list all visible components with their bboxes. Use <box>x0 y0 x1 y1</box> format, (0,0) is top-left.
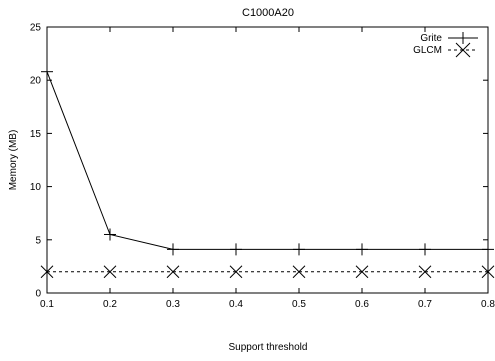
data-point-glcm <box>292 265 306 279</box>
x-tick-label: 0.4 <box>229 299 243 310</box>
data-point-grite <box>167 243 179 256</box>
x-tick-label: 0.8 <box>481 299 495 310</box>
y-tick-label: 10 <box>30 182 42 193</box>
x-tick-label: 0.2 <box>103 299 117 310</box>
data-point-grite <box>230 243 242 256</box>
series-layer <box>40 65 495 279</box>
x-tick-label: 0.6 <box>355 299 369 310</box>
data-point-glcm <box>229 265 243 279</box>
chart-title: C1000A20 <box>242 7 294 19</box>
data-point-glcm <box>103 265 117 279</box>
data-point-grite <box>419 243 431 256</box>
x-tick-label: 0.7 <box>418 299 432 310</box>
data-point-grite <box>482 243 494 256</box>
x-tick-label: 0.5 <box>292 299 306 310</box>
y-axis: 0 5 10 15 20 25 <box>30 23 488 300</box>
legend-label-grite: Grite <box>420 33 442 44</box>
y-tick-label: 5 <box>35 235 41 246</box>
x-axis-label: Support threshold <box>229 342 308 353</box>
data-point-glcm <box>166 265 180 279</box>
legend-marker-glcm <box>455 42 471 58</box>
data-point-glcm <box>40 265 54 279</box>
legend: Grite GLCM <box>413 32 478 58</box>
legend-marker-grite <box>457 32 469 44</box>
data-point-grite <box>41 65 53 78</box>
data-point-glcm <box>418 265 432 279</box>
legend-label-glcm: GLCM <box>413 45 442 56</box>
y-tick-label: 20 <box>30 76 42 87</box>
y-tick-label: 15 <box>30 129 42 140</box>
data-point-grite <box>104 228 116 241</box>
data-point-glcm <box>481 265 495 279</box>
x-tick-label: 0.3 <box>166 299 180 310</box>
data-point-glcm <box>355 265 369 279</box>
x-tick-label: 0.1 <box>40 299 54 310</box>
data-point-grite <box>356 243 368 256</box>
data-point-grite <box>293 243 305 256</box>
plot-frame <box>46 26 489 294</box>
series-line-grite <box>46 71 488 250</box>
x-axis: 0.1 0.2 0.3 0.4 0.5 0.6 0.7 0.8 <box>40 27 495 310</box>
y-axis-label: Memory (MB) <box>8 130 19 191</box>
y-tick-label: 0 <box>35 289 41 300</box>
y-tick-label: 25 <box>30 23 42 34</box>
